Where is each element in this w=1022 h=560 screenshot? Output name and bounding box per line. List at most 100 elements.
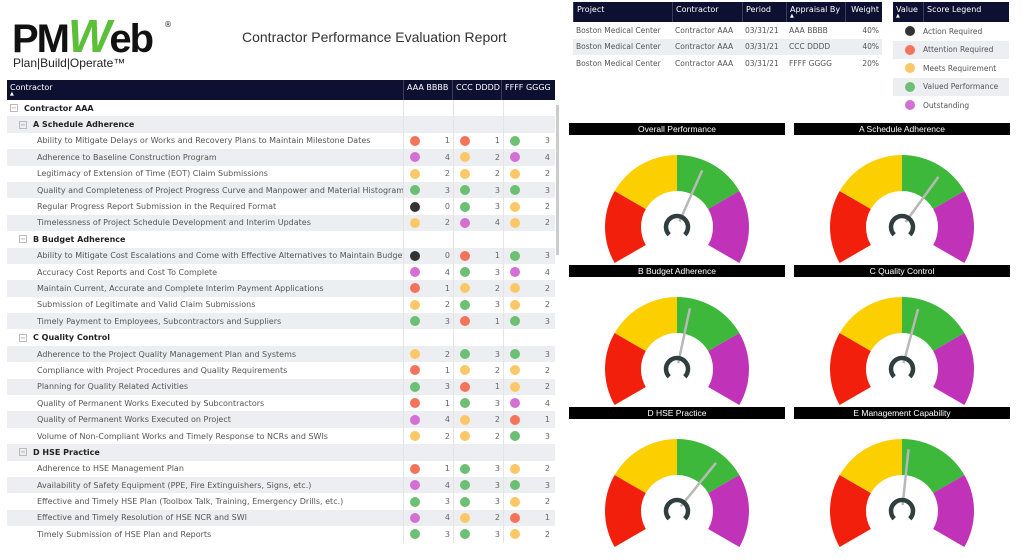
score-value: 1 xyxy=(494,382,500,392)
gauge-needle xyxy=(679,462,717,508)
table-row: Ability to Mitigate Delays or Works and … xyxy=(7,132,555,150)
row-label-text: Submission of Legitimate and Valid Claim… xyxy=(37,300,256,310)
score-value: 2 xyxy=(544,365,550,375)
score-dot-icon xyxy=(510,152,520,163)
score-cell: 4 xyxy=(403,263,453,281)
column-header-appraisal-by[interactable]: Appraisal By ▲ xyxy=(786,2,845,22)
column-header-weight[interactable]: Weight xyxy=(845,2,882,22)
category-group-row[interactable]: − D HSE Practice xyxy=(7,444,555,461)
contractor-group-row[interactable]: − Contractor AAA xyxy=(7,100,555,117)
row-label: − D HSE Practice xyxy=(7,448,403,457)
score-cell: 3 xyxy=(453,526,503,543)
score-value: 2 xyxy=(444,349,450,359)
score-value: 0 xyxy=(444,202,450,212)
score-dot-icon xyxy=(460,201,470,212)
score-dot-icon xyxy=(410,463,420,474)
row-label-text: Timely Submission of HSE Plan and Report… xyxy=(37,529,212,539)
score-value: 3 xyxy=(544,349,550,359)
score-value: 2 xyxy=(494,431,500,441)
collapse-icon[interactable]: − xyxy=(19,235,27,244)
score-cell: 1 xyxy=(403,460,453,477)
column-header-aaa-bbbb[interactable]: AAA BBBB xyxy=(403,80,452,100)
score-cell: 2 xyxy=(503,280,553,297)
row-label-text: Ability to Mitigate Delays or Works and … xyxy=(37,136,371,146)
score-cell: 2 xyxy=(453,165,503,182)
scrollbar-thumb[interactable] xyxy=(556,105,559,255)
info-cell: Boston Medical Center xyxy=(576,25,661,35)
score-dot-icon xyxy=(510,349,520,360)
category-group-row[interactable]: − B Budget Adherence xyxy=(7,231,555,248)
score-value: 3 xyxy=(544,185,550,195)
row-label-text: Accuracy Cost Reports and Cost To Comple… xyxy=(37,267,218,277)
column-header-contractor[interactable]: Contractor ▲ xyxy=(7,80,403,100)
table-row: Maintain Current, Accurate and Complete … xyxy=(7,280,555,297)
score-value: 4 xyxy=(444,267,450,277)
category-group-row[interactable]: − A Schedule Adherence xyxy=(7,116,555,133)
collapse-icon[interactable]: − xyxy=(10,104,18,113)
score-dot-icon xyxy=(460,168,470,179)
column-header-project[interactable]: Project xyxy=(573,2,672,22)
category-group-row[interactable]: − C Quality Control xyxy=(7,329,555,346)
row-label: Adherence to HSE Management Plan xyxy=(7,464,403,473)
gauge-title: B Budget Adherence xyxy=(569,265,785,277)
score-value: 1 xyxy=(444,464,450,474)
matrix-scrollbar[interactable] xyxy=(556,100,561,530)
row-label-text: Quality of Permanent Works Executed on P… xyxy=(37,415,231,425)
row-label: Timely Payment to Employees, Subcontract… xyxy=(7,317,403,326)
row-label-text: B Budget Adherence xyxy=(33,234,126,244)
row-label: − B Budget Adherence xyxy=(7,235,403,244)
legend-dot-icon xyxy=(905,44,915,55)
row-label-text: Maintain Current, Accurate and Complete … xyxy=(37,283,324,293)
row-label-text: Regular Progress Report Submission in th… xyxy=(37,202,277,212)
gauge-needle xyxy=(904,176,940,223)
score-value: 3 xyxy=(444,497,450,507)
info-cell: Contractor AAA xyxy=(675,25,734,35)
score-value: 3 xyxy=(444,382,450,392)
gauge-chart xyxy=(830,439,974,547)
legend-item: Outstanding xyxy=(893,96,1009,115)
gauge-needle xyxy=(901,449,910,506)
info-row: Boston Medical Center Contractor AAA 03/31… xyxy=(573,38,882,55)
score-value: 3 xyxy=(494,185,500,195)
score-cell: 2 xyxy=(453,427,503,445)
gauge-chart xyxy=(605,297,749,405)
score-dot-icon xyxy=(460,512,470,523)
score-value: 4 xyxy=(544,398,550,408)
column-header-contractor[interactable]: Contractor xyxy=(672,2,742,22)
column-header-ffff-gggg[interactable]: FFFF GGGG xyxy=(501,80,551,100)
legend-item: Action Required xyxy=(893,22,1009,41)
column-header-ccc-dddd[interactable]: CCC DDDD xyxy=(452,80,501,100)
score-value: 2 xyxy=(544,497,550,507)
table-row: Quality and Completeness of Project Prog… xyxy=(7,181,555,199)
score-dot-icon xyxy=(510,283,520,294)
score-dot-icon xyxy=(460,463,470,474)
score-dot-icon xyxy=(510,480,520,491)
column-header-period[interactable]: Period xyxy=(742,2,786,22)
score-cell: 0 xyxy=(403,198,453,215)
gauge-d-hse-practice: D HSE Practice xyxy=(569,407,785,547)
table-row: Timely Submission of HSE Plan and Report… xyxy=(7,526,555,543)
score-dot-icon xyxy=(510,398,520,409)
row-label: − C Quality Control xyxy=(7,333,403,342)
score-dot-icon xyxy=(510,217,520,228)
score-cell: 2 xyxy=(503,362,553,379)
collapse-icon[interactable]: − xyxy=(19,333,27,342)
column-header-value[interactable]: Value ▲ xyxy=(893,2,923,22)
score-dot-icon xyxy=(510,512,520,523)
score-cell: 3 xyxy=(453,263,503,281)
score-dot-icon xyxy=(510,414,520,425)
score-value: 3 xyxy=(444,529,450,539)
score-value: 1 xyxy=(444,136,450,146)
column-header-score-legend[interactable]: Score Legend xyxy=(923,2,1009,22)
legend-label: Meets Requirement xyxy=(923,63,997,73)
score-dot-icon xyxy=(410,414,420,425)
score-value: 4 xyxy=(444,480,450,490)
collapse-icon[interactable]: − xyxy=(19,448,27,457)
score-cell: 2 xyxy=(503,460,553,477)
gauge-title: C Quality Control xyxy=(794,265,1010,277)
score-dot-icon xyxy=(510,365,520,376)
score-dot-icon xyxy=(510,463,520,474)
collapse-icon[interactable]: − xyxy=(19,120,27,129)
score-value: 2 xyxy=(544,464,550,474)
score-cell: 2 xyxy=(453,362,503,379)
